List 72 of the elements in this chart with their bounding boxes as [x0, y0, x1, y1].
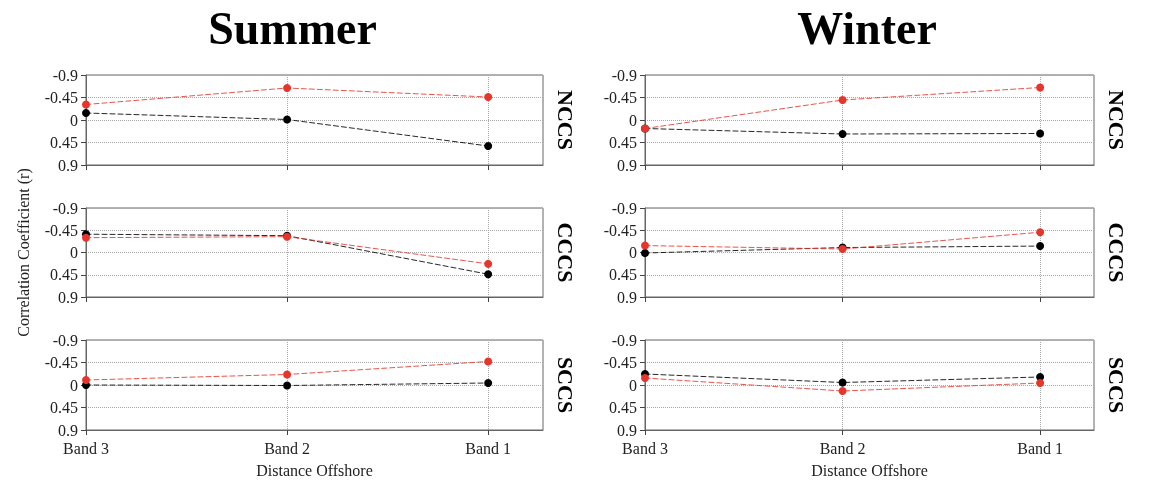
point: [1036, 228, 1045, 237]
y-tick-label: 0.9: [617, 156, 637, 174]
y-tick-label: -0.45: [603, 89, 637, 106]
y-tick-label: -0.9: [52, 199, 78, 217]
point: [484, 270, 493, 279]
y-tick-label: -0.9: [611, 331, 637, 349]
y-tick-label: 0.45: [50, 134, 78, 151]
point: [283, 381, 292, 390]
point: [838, 387, 847, 395]
point: [82, 100, 90, 109]
x-tick-label: Band 3: [622, 439, 668, 457]
y-tick-label: 0.9: [58, 156, 78, 174]
y-tick-label: 0.45: [609, 134, 637, 151]
point: [641, 241, 649, 250]
y-tick-label: -0.45: [44, 221, 78, 239]
point: [484, 142, 493, 150]
y-tick-label: -0.9: [611, 199, 637, 217]
y2-axis-title: NCCS: [552, 90, 578, 150]
x-tick-label: Band 1: [1017, 439, 1064, 457]
y-axis-title: Correlation Coefficient (r): [14, 168, 33, 337]
y-tick-label: -0.9: [52, 331, 78, 349]
y-tick-label: 0: [70, 376, 78, 394]
y-tick-label: 0: [70, 111, 78, 129]
y-tick-label: -0.9: [52, 66, 78, 84]
point: [484, 259, 493, 268]
point: [484, 357, 493, 366]
point: [1036, 83, 1045, 92]
point: [1036, 379, 1045, 387]
point: [484, 93, 493, 101]
point: [838, 378, 847, 387]
y-tick-label: 0: [70, 244, 78, 261]
y2-axis-title: CCCS: [1103, 222, 1129, 283]
point: [82, 109, 90, 117]
point: [641, 374, 649, 382]
y-tick-label: 0: [629, 244, 637, 261]
x-axis-title: Distance Offshore: [256, 461, 373, 479]
x-tick-label: Band 1: [465, 439, 512, 457]
chart-title: Summer: [208, 2, 377, 54]
y-tick-label: 0.45: [609, 266, 637, 284]
point: [838, 96, 847, 104]
y-tick-label: -0.9: [611, 66, 637, 84]
y-tick-label: 0: [629, 376, 637, 394]
point: [484, 379, 493, 387]
y-tick-label: -0.45: [603, 221, 637, 239]
y-tick-label: 0.9: [58, 288, 78, 306]
y2-axis-title: SCCS: [552, 356, 578, 414]
x-tick-label: Band 2: [819, 439, 866, 457]
y-tick-label: 0.9: [58, 421, 78, 439]
y-tick-label: 0.45: [609, 399, 637, 416]
y2-axis-title: SCCS: [1103, 356, 1129, 414]
y-tick-label: -0.45: [603, 354, 637, 371]
y-tick-label: 0.9: [617, 421, 637, 439]
point: [1036, 129, 1045, 138]
point: [283, 115, 292, 124]
y2-axis-title: CCCS: [552, 222, 578, 283]
y-tick-label: 0.45: [50, 266, 78, 284]
chart-title: Winter: [797, 2, 937, 54]
y2-axis-title: NCCS: [1103, 90, 1129, 150]
y-tick-label: 0.45: [50, 399, 78, 416]
point: [283, 370, 292, 379]
y-tick-label: 0.9: [617, 288, 637, 306]
x-tick-label: Band 2: [264, 439, 310, 457]
point: [1036, 242, 1045, 251]
y-tick-label: -0.45: [44, 89, 78, 106]
x-axis-title: Distance Offshore: [811, 461, 928, 479]
point: [641, 249, 649, 257]
y-tick-label: -0.45: [44, 354, 78, 371]
y-tick-label: 0: [629, 111, 637, 129]
point: [838, 130, 847, 138]
point: [283, 84, 292, 92]
point: [82, 376, 90, 384]
x-tick-label: Band 3: [63, 439, 109, 457]
